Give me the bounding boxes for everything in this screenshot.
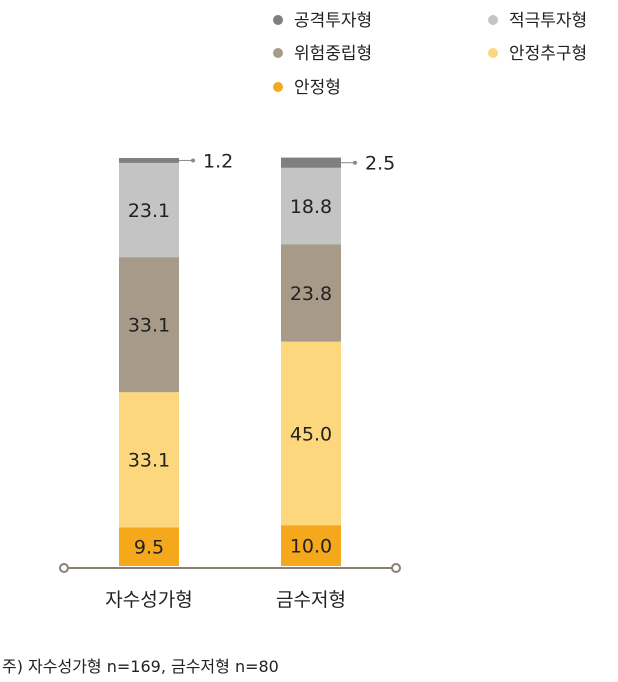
bar-segment — [119, 257, 179, 393]
bar-stack: 10.0 45.0 23.8 18.8 2.5 — [281, 153, 395, 566]
axis-end-right — [391, 563, 401, 573]
bar-segment — [281, 341, 341, 526]
legend-marker — [273, 48, 283, 58]
data-label: 33.1 — [128, 450, 170, 472]
legend-item: 안정추구형 — [488, 44, 587, 64]
bar-segment — [281, 244, 341, 342]
leader-dot — [191, 158, 195, 163]
bar-segment — [281, 157, 341, 168]
bar-segment — [119, 158, 179, 163]
x-axis — [59, 563, 401, 573]
footnote: 주) 자수성가형 n=169, 금수저형 n=80 — [2, 657, 279, 676]
legend-marker — [273, 15, 283, 25]
data-label: 33.1 — [128, 315, 170, 337]
bar-segment — [281, 167, 341, 245]
data-label: 45.0 — [290, 423, 332, 445]
bars: 9.5 33.1 33.1 23.1 1.2 자수성가형 10.0 45.0 23.8 18.8 2… — [105, 150, 395, 611]
legend-label: 적극투자형 — [509, 11, 587, 31]
category-label: 자수성가형 — [105, 589, 192, 611]
data-label: 23.8 — [290, 283, 332, 305]
legend-label: 안정형 — [294, 78, 341, 98]
data-label: 2.5 — [365, 153, 395, 175]
bar-segment — [119, 392, 179, 528]
bar-segment — [281, 525, 341, 566]
legend-item: 적극투자형 — [488, 11, 587, 31]
data-label: 9.5 — [134, 537, 164, 559]
bar-segment — [119, 527, 179, 566]
legend-label: 안정추구형 — [509, 44, 587, 64]
data-label: 23.1 — [128, 200, 170, 222]
legend-marker — [488, 15, 498, 25]
bar-stack: 9.5 33.1 33.1 23.1 1.2 — [119, 150, 233, 566]
legend-label: 위험중립형 — [294, 44, 372, 64]
data-label: 1.2 — [203, 150, 233, 172]
legend-marker — [488, 48, 498, 58]
bar-segment — [119, 162, 179, 258]
legend-item: 안정형 — [273, 78, 341, 98]
axis-end-left — [59, 563, 69, 573]
legend-item: 공격투자형 — [273, 11, 372, 31]
legend-item: 위험중립형 — [273, 44, 372, 64]
data-label: 18.8 — [290, 196, 332, 218]
legend-marker — [273, 82, 283, 92]
category-label: 금수저형 — [276, 589, 346, 611]
data-label: 10.0 — [290, 536, 332, 558]
legend-label: 공격투자형 — [294, 11, 372, 31]
leader-dot — [353, 160, 357, 165]
